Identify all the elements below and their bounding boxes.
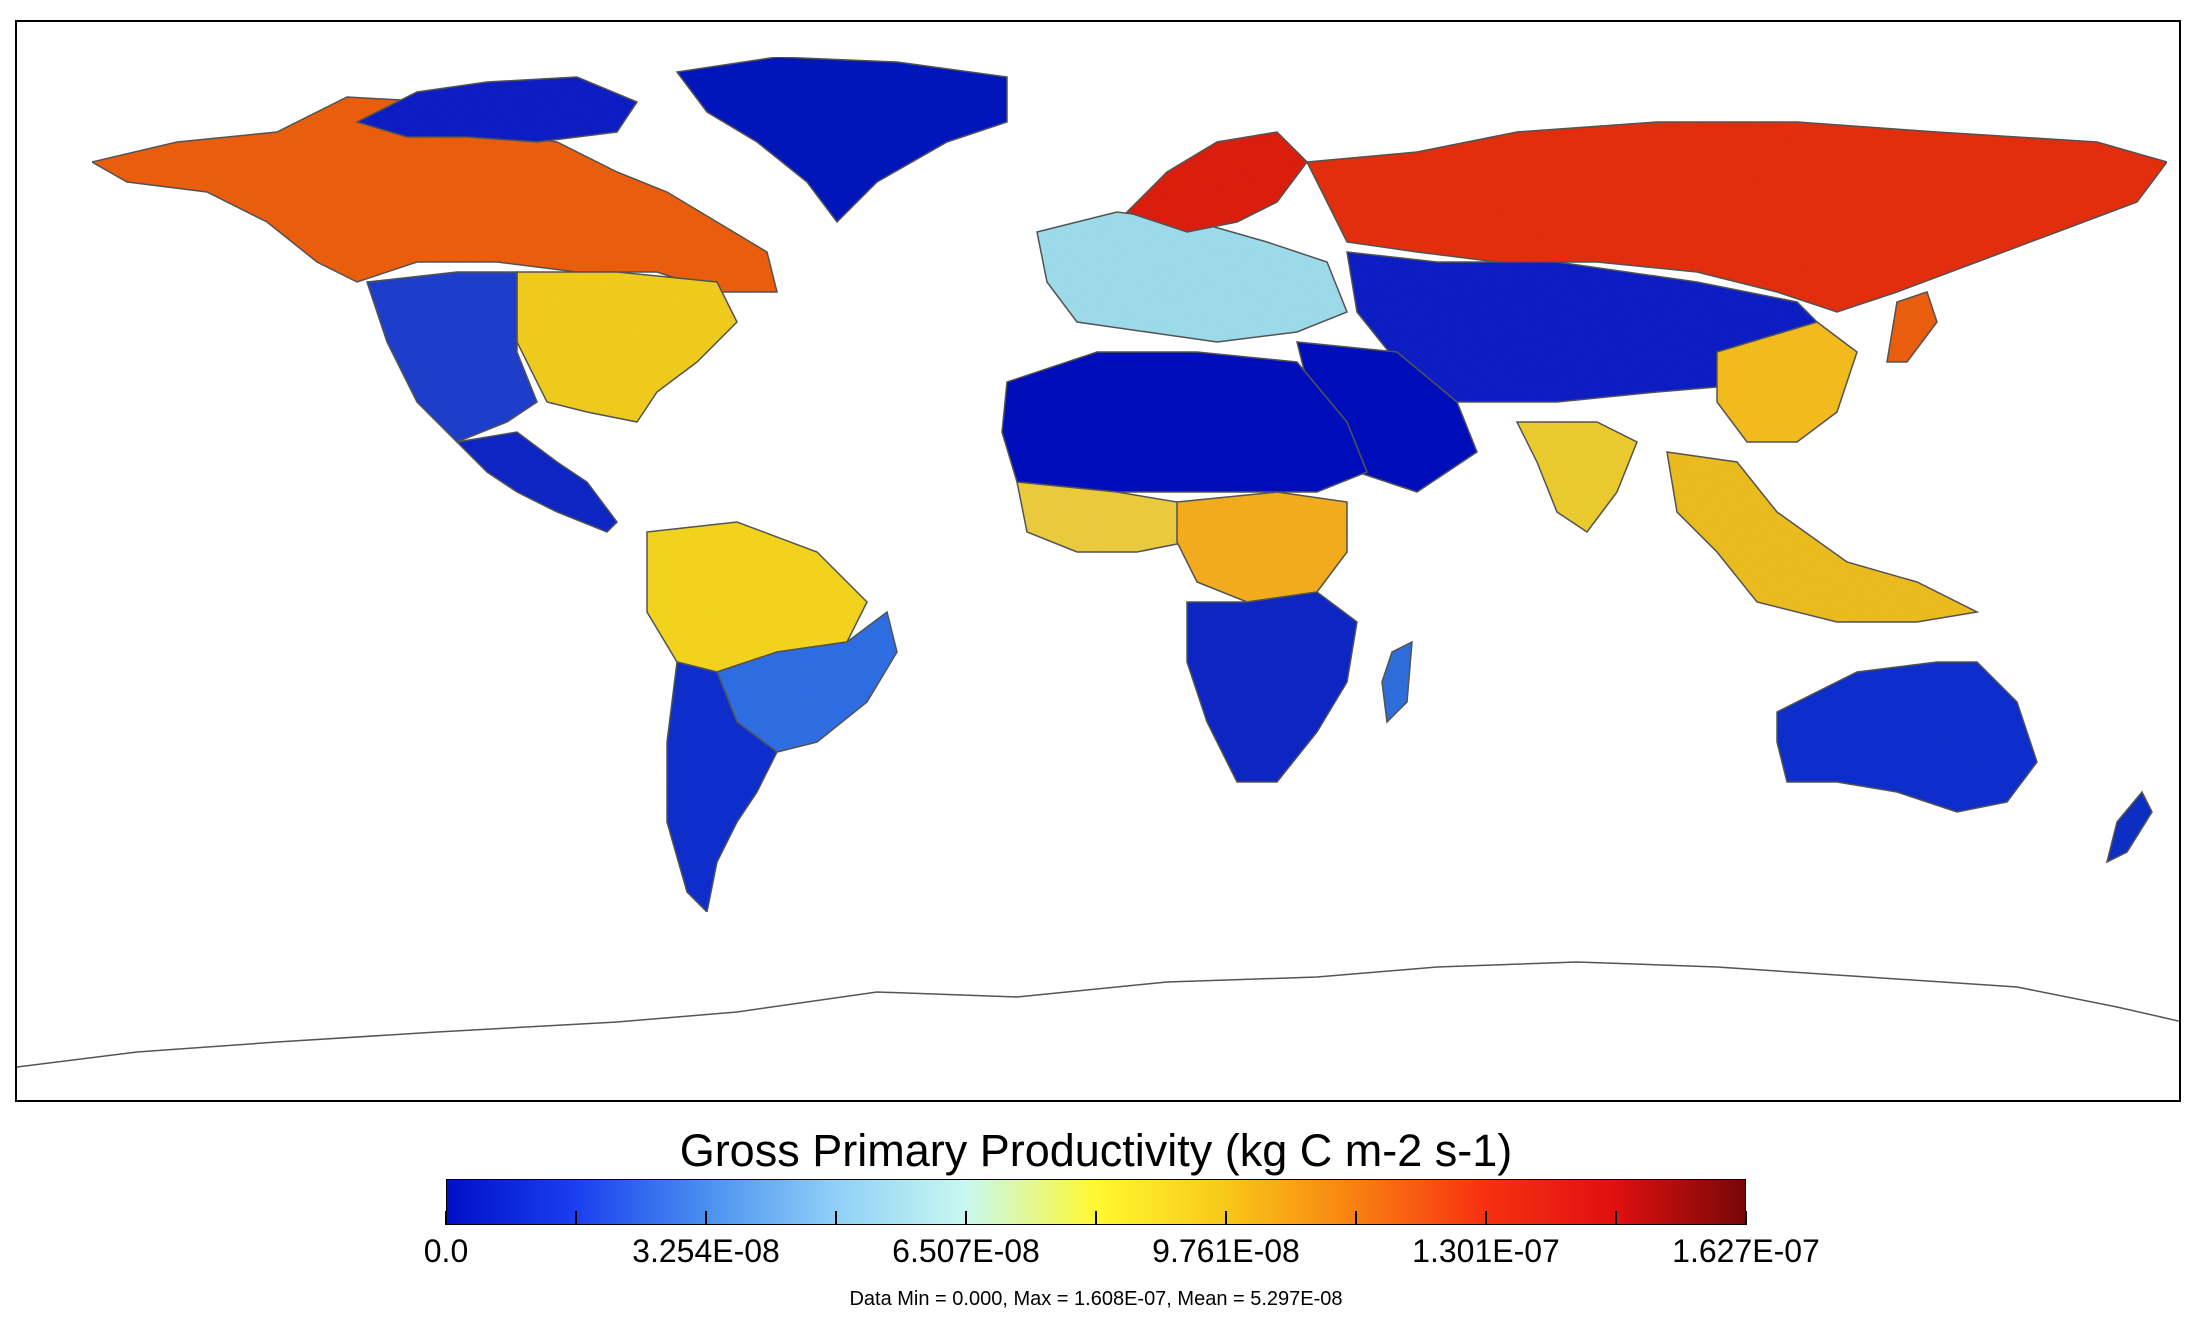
colorbar-tick — [965, 1211, 967, 1225]
colorbar-tick-label: 3.254E-08 — [632, 1233, 780, 1269]
region-greenland — [675, 56, 1008, 224]
colorbar-tick-label: 0.0 — [423, 1233, 469, 1269]
colorbar-tick — [1745, 1211, 1747, 1225]
region-central-america — [455, 431, 618, 533]
colorbar-tick-label: 9.761E-08 — [1152, 1233, 1300, 1269]
colorbar-ticks: 0.0 3.254E-08 6.507E-08 9.761E-08 1.301E-07 1… — [424, 1211, 1820, 1275]
legend-title: Gross Primary Productivity (kg C m-2 s-1… — [679, 1125, 1513, 1176]
region-australia — [1776, 661, 2038, 813]
colorbar-tick — [705, 1211, 707, 1225]
colorbar-tick — [1095, 1211, 1097, 1225]
region-sahara — [1001, 351, 1368, 493]
colorbar-tick — [1485, 1211, 1487, 1225]
region-scandinavia — [1125, 131, 1308, 233]
antarctica-outline — [17, 961, 2179, 1068]
region-eastern-us — [516, 271, 738, 423]
region-india — [1515, 421, 1638, 534]
region-japan — [1886, 291, 1938, 363]
colorbar-tick — [835, 1211, 837, 1225]
colorbar-tick — [1355, 1211, 1357, 1225]
region-west-africa — [1016, 481, 1188, 553]
colorbar-tick — [1225, 1211, 1227, 1225]
region-new-zealand — [2105, 790, 2153, 864]
region-southern-south-america — [666, 661, 778, 914]
region-arctic-canada — [354, 76, 639, 143]
region-madagascar — [1381, 640, 1413, 724]
colorbar-tick — [445, 1211, 447, 1225]
region-western-us — [365, 271, 538, 443]
colorbar-tick-label: 1.627E-07 — [1672, 1233, 1820, 1269]
colorbar-tick-label: 1.301E-07 — [1412, 1233, 1560, 1269]
region-central-africa — [1176, 491, 1348, 603]
gpp-map — [15, 20, 2181, 1102]
region-east-china — [1716, 321, 1858, 443]
region-southeast-asia — [1666, 451, 1980, 623]
region-southern-africa — [1186, 591, 1358, 783]
colorbar-tick — [575, 1211, 577, 1225]
data-stats: Data Min = 0.000, Max = 1.608E-07, Mean … — [849, 1288, 1343, 1310]
colorbar-tick-label: 6.507E-08 — [892, 1233, 1040, 1269]
colorbar-tick — [1615, 1211, 1617, 1225]
world-map-svg — [17, 56, 2179, 1068]
region-north-america-boreal — [89, 96, 778, 293]
